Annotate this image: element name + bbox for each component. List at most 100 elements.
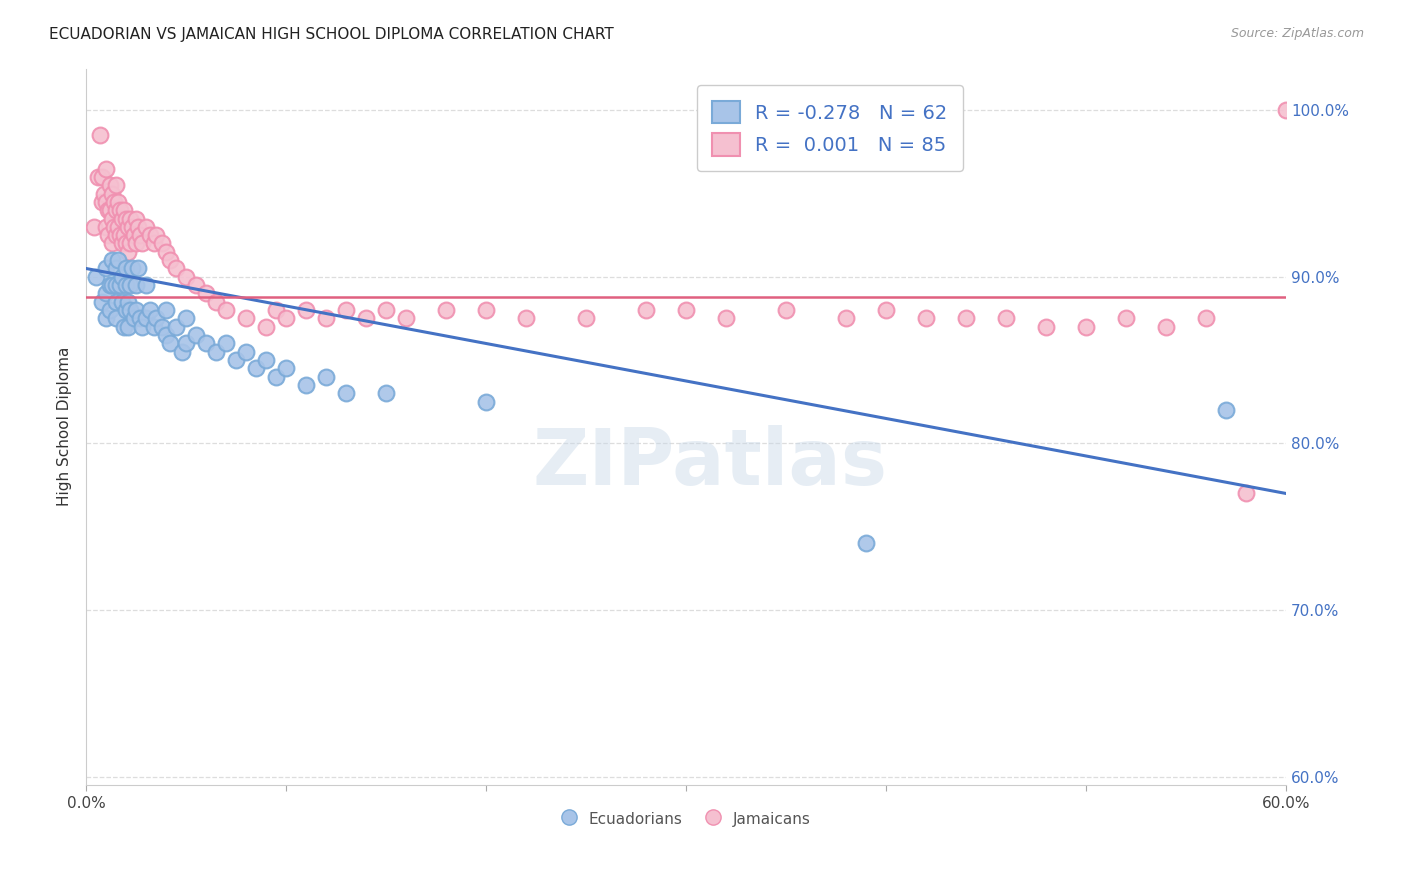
Point (111, 236, 134, 251)
Point (120, 211, 142, 226)
Point (101, 211, 124, 226)
Point (245, 361, 267, 376)
Point (89, 128, 111, 143)
Point (120, 278, 142, 293)
Point (120, 303, 142, 318)
Point (84, 269, 107, 284)
Point (112, 228, 135, 243)
Point (83, 219, 105, 234)
Point (98, 303, 121, 318)
Point (122, 311, 145, 326)
Point (264, 369, 287, 384)
Point (155, 328, 177, 343)
Point (675, 303, 697, 318)
Point (475, 394, 498, 409)
Point (170, 344, 193, 359)
Point (112, 203, 135, 218)
Point (195, 286, 218, 301)
Point (165, 261, 187, 276)
Point (150, 236, 173, 251)
Point (274, 361, 297, 376)
Point (108, 278, 131, 293)
Point (105, 311, 128, 326)
Text: ZIPatlas: ZIPatlas (533, 425, 887, 500)
Point (139, 228, 162, 243)
Point (87, 169, 110, 184)
Point (115, 236, 138, 251)
Point (122, 228, 145, 243)
Point (184, 328, 207, 343)
Point (315, 369, 337, 384)
Point (184, 278, 207, 293)
Point (159, 253, 181, 268)
Point (125, 211, 148, 226)
Point (1234, 486, 1257, 500)
Point (274, 311, 297, 326)
Point (335, 303, 357, 318)
Point (225, 353, 247, 368)
Point (215, 303, 238, 318)
Point (111, 269, 134, 284)
Point (105, 294, 128, 309)
Point (434, 303, 457, 318)
Y-axis label: High School Diploma: High School Diploma (58, 347, 72, 507)
Point (117, 294, 139, 309)
Point (105, 203, 128, 218)
Point (105, 261, 128, 276)
Point (98, 278, 121, 293)
Point (205, 294, 228, 309)
Point (98, 203, 121, 218)
Point (254, 319, 277, 334)
Point (174, 311, 197, 326)
Point (375, 386, 398, 401)
Point (107, 253, 129, 268)
Point (1154, 319, 1177, 334)
Point (139, 303, 162, 318)
Point (121, 219, 143, 234)
Point (94, 286, 117, 301)
Point (111, 211, 134, 226)
Point (91, 294, 114, 309)
Point (101, 253, 124, 268)
Point (714, 311, 737, 326)
Point (515, 311, 537, 326)
Point (117, 319, 139, 334)
Point (354, 311, 377, 326)
Point (120, 236, 142, 251)
Point (108, 203, 131, 218)
Point (195, 336, 218, 351)
Point (94, 261, 117, 276)
Point (98, 178, 121, 193)
Point (1195, 311, 1218, 326)
Point (97, 228, 120, 243)
Point (94, 311, 117, 326)
Point (91, 194, 114, 209)
Point (634, 303, 657, 318)
Point (115, 278, 138, 293)
Point (145, 311, 167, 326)
Point (335, 386, 357, 401)
Point (129, 228, 152, 243)
Point (395, 311, 418, 326)
Point (215, 336, 238, 351)
Point (107, 219, 129, 234)
Text: Source: ZipAtlas.com: Source: ZipAtlas.com (1230, 27, 1364, 40)
Point (107, 194, 129, 209)
Point (125, 303, 148, 318)
Point (575, 311, 598, 326)
Point (115, 211, 138, 226)
Point (955, 311, 977, 326)
Point (108, 228, 131, 243)
Point (235, 311, 257, 326)
Point (1275, 103, 1298, 118)
Point (174, 336, 197, 351)
Point (105, 178, 128, 193)
Point (105, 278, 128, 293)
Point (101, 278, 124, 293)
Point (105, 228, 128, 243)
Point (855, 536, 877, 550)
Point (159, 336, 181, 351)
Point (375, 303, 398, 318)
Point (994, 311, 1017, 326)
Point (875, 303, 897, 318)
